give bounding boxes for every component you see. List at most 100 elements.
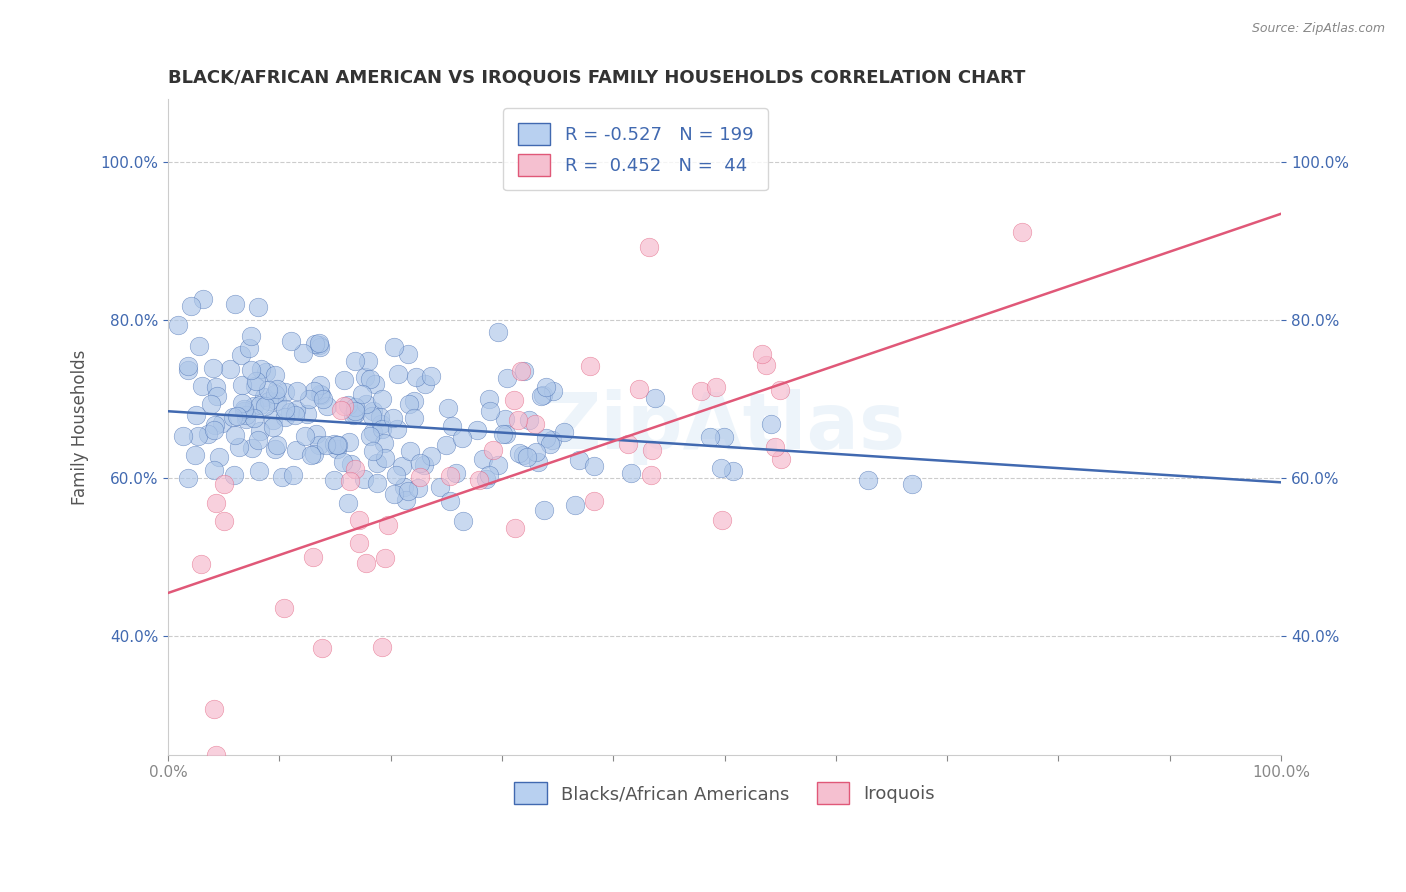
Point [187,429,209,443]
Point [382,487,405,501]
Point [212,476,235,491]
Point [517,413,540,427]
Point [253,390,276,404]
Text: BLACK/AFRICAN AMERICAN VS IROQUOIS FAMILY HOUSEHOLDS CORRELATION CHART: BLACK/AFRICAN AMERICAN VS IROQUOIS FAMIL… [169,69,1025,87]
Point [420,449,443,463]
Point [482,442,505,457]
Point [439,468,461,483]
Point [243,411,266,425]
Point [396,347,419,361]
Point [759,417,782,432]
Point [690,384,713,398]
Point [264,368,287,383]
Point [396,484,419,499]
Point [361,404,384,418]
Point [245,374,267,388]
Point [534,380,557,394]
Point [231,396,253,410]
Point [240,363,263,377]
Point [266,438,288,452]
Point [167,318,190,332]
Y-axis label: Family Households: Family Households [72,350,89,505]
Point [524,444,547,458]
Point [308,377,330,392]
Point [553,425,575,439]
Point [384,467,406,482]
Point [224,297,246,311]
Point [292,345,315,359]
Point [266,382,288,396]
Point [177,363,200,377]
Point [541,384,564,398]
Point [343,354,366,368]
Point [856,474,879,488]
Point [437,401,460,415]
Point [534,432,557,446]
Point [247,465,270,479]
Point [429,480,451,494]
Point [264,386,287,401]
Point [359,429,381,443]
Point [246,300,269,314]
Point [627,382,650,396]
Point [364,376,387,391]
Point [243,399,266,413]
Point [337,434,360,449]
Point [713,430,735,444]
Point [486,326,509,340]
Point [202,702,225,716]
Point [368,409,391,424]
Point [304,336,326,351]
Point [186,408,208,422]
Point [382,340,405,354]
Point [298,392,321,406]
Point [188,339,211,353]
Point [305,427,328,442]
Point [465,423,488,437]
Point [370,392,392,407]
Point [366,457,388,471]
Point [208,450,231,464]
Point [191,379,214,393]
Point [503,520,526,534]
Point [254,399,277,413]
Point [340,457,363,471]
Point [347,535,370,549]
Point [370,417,392,431]
Point [509,364,531,378]
Point [408,457,430,471]
Point [409,470,432,484]
Point [353,369,375,384]
Point [526,455,548,469]
Point [478,392,501,407]
Point [191,292,214,306]
Point [441,418,464,433]
Point [240,441,263,455]
Point [270,470,292,484]
Point [295,407,318,421]
Point [280,334,302,348]
Point [530,389,553,403]
Point [374,550,396,565]
Point [285,384,308,398]
Point [311,392,333,406]
Point [273,384,295,399]
Point [398,397,420,411]
Point [302,550,325,565]
Point [304,447,326,461]
Point [453,514,475,528]
Point [326,442,349,457]
Point [1011,225,1033,239]
Point [190,558,212,572]
Point [332,373,354,387]
Point [207,389,229,403]
Point [344,400,367,414]
Point [309,387,332,401]
Point [359,372,381,386]
Point [250,362,273,376]
Point [478,404,501,418]
Point [211,416,233,430]
Point [254,365,277,379]
Point [412,458,434,472]
Legend: Blacks/African Americans, Iroquois: Blacks/African Americans, Iroquois [508,775,942,812]
